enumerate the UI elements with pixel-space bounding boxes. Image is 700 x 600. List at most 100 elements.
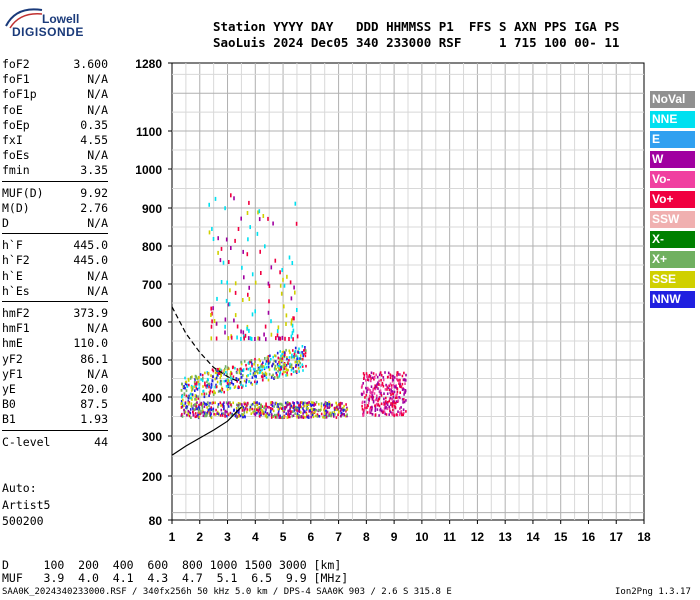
echo-point [333,406,336,410]
echo-point [394,396,397,400]
echo-point [290,366,293,369]
echo-point [225,237,228,242]
echo-point [209,414,212,417]
echo-point [261,365,263,368]
echo-point [277,407,280,411]
echo-point [296,308,298,312]
echo-point [204,371,206,375]
echo-point [197,375,200,379]
echo-point [385,413,388,416]
header-line-2: SaoLuis 2024 Dec05 340 233000 RSF 1 715 … [213,35,620,50]
echo-point [325,411,328,415]
echo-point [378,396,381,399]
param-label: fmin [2,163,30,178]
echo-point [327,414,329,418]
echo-point [400,410,403,413]
echo-point [254,370,257,373]
echo-point [277,413,280,417]
echo-point [365,379,367,382]
echo-point [236,415,239,418]
echo-point [247,336,250,341]
echo-point [398,373,400,376]
echo-point [301,351,303,354]
echo-point [254,372,256,375]
echo-point [265,373,267,376]
echo-point [254,413,257,417]
echo-point [288,356,291,359]
echo-point [234,238,236,243]
echo-point [296,334,299,339]
x-tick-label: 15 [554,530,568,544]
echo-point [366,376,369,379]
echo-point [224,324,226,329]
echo-point [392,408,394,412]
echo-point [201,379,204,383]
echo-point [384,412,386,416]
echo-point [217,250,219,255]
echo-point [326,404,328,407]
echo-point [387,384,390,388]
echo-point [278,375,281,378]
echo-point [298,409,300,413]
echo-point [289,280,292,285]
echo-point [230,193,232,198]
echo-point [399,380,401,384]
echo-point [242,330,245,335]
echo-point [248,200,250,205]
echo-point [272,221,274,226]
echo-point [232,401,234,405]
echo-point [240,372,242,376]
echo-point [195,403,198,406]
echo-point [292,410,294,413]
echo-point [245,367,248,371]
echo-point [264,357,266,360]
echo-point [378,390,381,393]
echo-point [225,298,228,303]
echo-point [386,385,389,389]
param-row: hmE 110.0 [2,336,108,351]
echo-point [214,385,216,389]
echo-point [249,336,252,341]
echo-point [268,413,270,417]
echo-point [268,368,271,371]
echo-point [223,404,225,408]
echo-point [284,407,286,410]
echo-point [388,397,391,401]
param-row: yF2 86.1 [2,352,108,367]
echo-point [280,359,283,363]
echo-point [180,414,183,417]
echo-point [212,306,214,311]
echo-point [294,370,297,373]
echo-point [384,400,387,403]
echo-point [299,357,301,360]
echo-point [273,354,276,357]
echo-point [258,209,261,214]
legend-item-e: E [650,131,695,148]
echo-point [391,403,394,406]
echo-point [219,401,222,405]
echo-point [210,406,212,409]
echo-point [226,414,228,418]
echo-point [249,369,252,372]
echo-point [345,403,347,406]
echo-point [385,402,388,405]
echo-point [323,412,326,415]
echo-point [281,372,284,376]
echo-point [334,413,336,416]
echo-point [247,237,249,242]
echo-point [273,376,276,379]
echo-point [231,381,233,385]
echo-point [375,402,378,406]
echo-point [251,364,253,368]
echo-point [384,402,386,406]
echo-point [265,376,268,380]
echo-point [212,409,215,413]
echo-point [188,394,190,398]
echo-point [203,392,206,396]
echo-point [220,374,222,377]
param-value: 373.9 [73,306,108,320]
echo-point [187,395,189,399]
echo-point [293,355,295,358]
param-row: C-level 44 [2,435,108,450]
echo-point [236,408,238,412]
